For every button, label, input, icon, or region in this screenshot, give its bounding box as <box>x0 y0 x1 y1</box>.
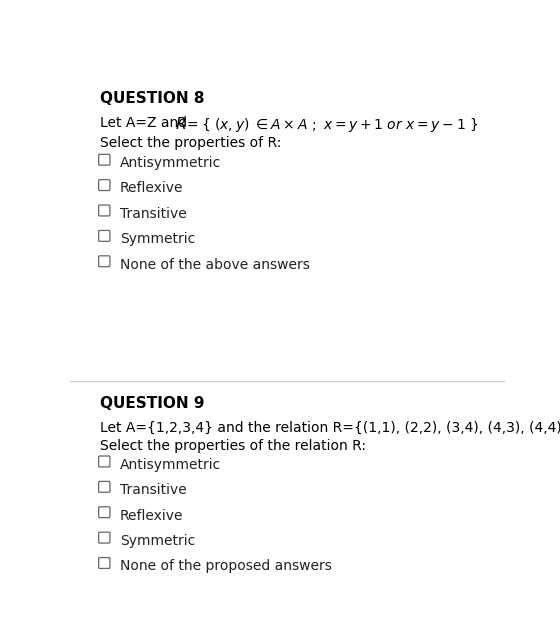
FancyBboxPatch shape <box>99 456 110 467</box>
Text: Antisymmetric: Antisymmetric <box>120 458 221 472</box>
FancyBboxPatch shape <box>99 230 110 241</box>
FancyBboxPatch shape <box>99 180 110 190</box>
Text: None of the proposed answers: None of the proposed answers <box>120 559 332 573</box>
FancyBboxPatch shape <box>99 481 110 492</box>
Text: QUESTION 8: QUESTION 8 <box>100 91 205 106</box>
FancyBboxPatch shape <box>99 507 110 518</box>
Text: Reflexive: Reflexive <box>120 182 184 195</box>
Text: Transitive: Transitive <box>120 207 186 221</box>
Text: Let A={1,2,3,4} and the relation R={(1,1), (2,2), (3,4), (4,3), (4,4)}.: Let A={1,2,3,4} and the relation R={(1,1… <box>100 420 560 434</box>
FancyBboxPatch shape <box>99 557 110 569</box>
Text: Select the properties of the relation R:: Select the properties of the relation R: <box>100 439 366 453</box>
FancyBboxPatch shape <box>99 532 110 543</box>
Text: Symmetric: Symmetric <box>120 232 195 246</box>
Text: Transitive: Transitive <box>120 483 186 497</box>
FancyBboxPatch shape <box>99 256 110 267</box>
Text: Antisymmetric: Antisymmetric <box>120 156 221 170</box>
FancyBboxPatch shape <box>99 205 110 216</box>
Text: $=\{\ (x,y)\ \in A\times A\ ;\ x=y+1\ \mathit{or}\ x=y-1\ \}$: $=\{\ (x,y)\ \in A\times A\ ;\ x=y+1\ \m… <box>184 116 479 134</box>
Text: Select the properties of R:: Select the properties of R: <box>100 136 282 150</box>
Text: Reflexive: Reflexive <box>120 509 184 522</box>
Text: Let A=Z and: Let A=Z and <box>100 116 192 130</box>
Text: $\mathit{R}$: $\mathit{R}$ <box>175 116 186 132</box>
Text: Symmetric: Symmetric <box>120 534 195 548</box>
Text: None of the above answers: None of the above answers <box>120 258 310 272</box>
Text: QUESTION 9: QUESTION 9 <box>100 396 205 411</box>
FancyBboxPatch shape <box>99 154 110 165</box>
